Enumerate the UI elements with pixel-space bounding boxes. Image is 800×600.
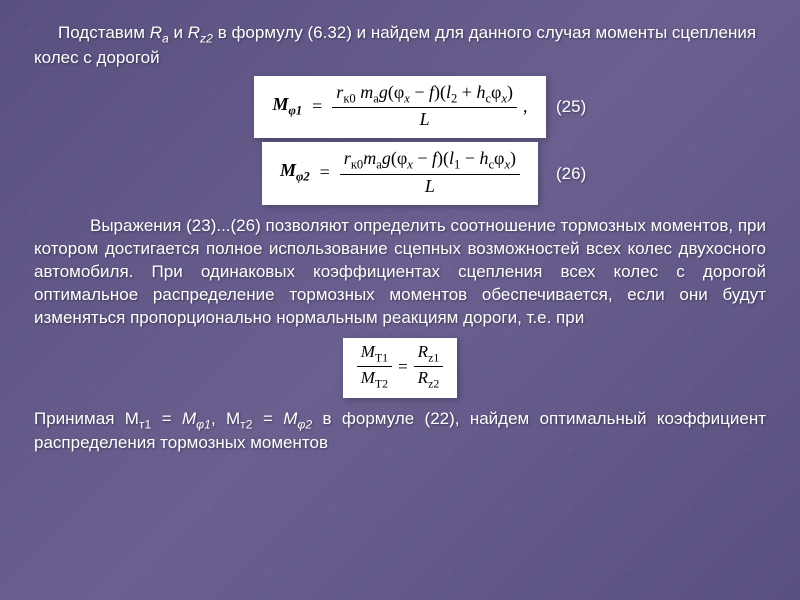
eq26-equals: = (320, 162, 330, 183)
ratio-num-M: M (361, 342, 375, 361)
ratio-den-M: M (361, 368, 375, 387)
p2-text: Выражения (23)...(26) позволяют определи… (34, 216, 766, 327)
eq25-equals: = (312, 96, 322, 117)
ratio-rden-sub: z2 (428, 377, 439, 391)
p3-comma: , М (211, 409, 240, 428)
paragraph-2: Выражения (23)...(26) позволяют определи… (34, 215, 766, 330)
eq25-M: M (272, 94, 288, 114)
equation-26: Mφ2 = rк0mag(φx − f)(l1 − hcφx) L (262, 142, 538, 205)
ratio-rnum-sub: z1 (428, 350, 439, 364)
paragraph-3: Принимая Мт1 = Mφ1, Мт2 = Mφ2 в формуле … (34, 408, 766, 456)
eq26-M: M (280, 160, 296, 180)
p1-prefix: Подставим (58, 23, 150, 42)
equation-ratio-row: MT1 MT2 = Rz1 Rz2 (34, 338, 766, 398)
ratio-equals: = (398, 357, 408, 377)
p1-Rz2: R (188, 23, 200, 42)
ratio-rnum-R: R (418, 342, 428, 361)
p3-Mphi2: M (283, 409, 297, 428)
p3-prefix: Принимая М (34, 409, 139, 428)
eq25-den: L (420, 109, 430, 129)
equation-ratio: MT1 MT2 = Rz1 Rz2 (343, 338, 458, 398)
ratio-rden-R: R (418, 368, 428, 387)
p1-Ra: R (150, 23, 162, 42)
ratio-lhs: MT1 MT2 (357, 342, 392, 392)
eq26-sub: φ2 (296, 170, 310, 184)
p3-eq1: = (151, 409, 182, 428)
eq26-den: L (425, 176, 435, 196)
ratio-den-sub: T2 (375, 377, 388, 391)
p3-Mphi1: M (182, 409, 196, 428)
p3-Mphi1-sub: φ1 (196, 417, 211, 431)
p1-Ra-sub: a (162, 31, 169, 45)
p3-eq2: = (253, 409, 284, 428)
eq26-fraction: rк0mag(φx − f)(l1 − hcφx) L (340, 148, 520, 197)
ratio-rhs: Rz1 Rz2 (414, 342, 444, 392)
eq25-trail: , (523, 96, 528, 117)
slide-content: Подставим Ra и Rz2 в формулу (6.32) и на… (0, 0, 800, 600)
eq26-label: (26) (556, 164, 606, 184)
eq25-label: (25) (556, 97, 606, 117)
eq25-fraction: rк0 mag(φx − f)(l2 + hcφx) L (332, 82, 517, 131)
equation-26-row: Mφ2 = rк0mag(φx − f)(l1 − hcφx) L (26) (34, 142, 766, 205)
paragraph-1: Подставим Ra и Rz2 в формулу (6.32) и на… (34, 22, 766, 70)
p1-and: и (169, 23, 188, 42)
equation-25: Mφ1 = rк0 mag(φx − f)(l2 + hcφx) L , (254, 76, 545, 139)
ratio-num-sub: T1 (375, 350, 388, 364)
p3-t2sub: т2 (240, 417, 252, 431)
p1-Rz2-sub: z2 (200, 31, 213, 45)
p3-Mphi2-sub: φ2 (297, 417, 312, 431)
equation-25-row: Mφ1 = rк0 mag(φx − f)(l2 + hcφx) L , (25… (34, 76, 766, 139)
p3-t1sub: т1 (139, 417, 151, 431)
eq25-sub: φ1 (288, 103, 302, 117)
